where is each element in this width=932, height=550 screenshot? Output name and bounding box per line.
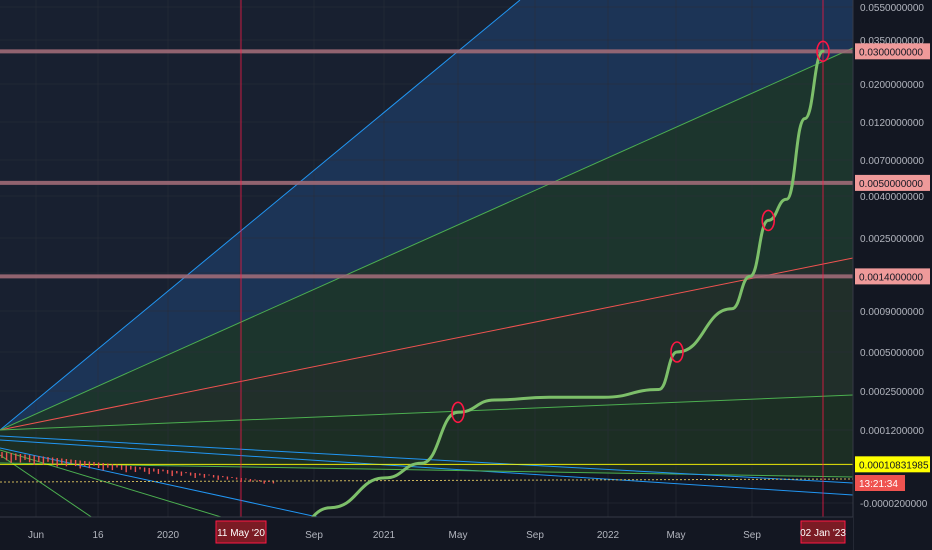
horizontal-levels	[0, 49, 853, 465]
projection-path	[290, 49, 825, 550]
fan-line-2	[0, 257, 854, 431]
time-marker-tag-label: 11 May '20	[217, 528, 265, 539]
highlight-points	[451, 40, 830, 424]
level-tag-label: 0.00010831985	[859, 460, 929, 471]
countdown-tag-bg	[855, 475, 905, 491]
time-tick-label: Jun	[28, 530, 44, 541]
time-tick-label: 16	[92, 530, 104, 541]
price-tick-label: -0.0000200000	[860, 499, 928, 510]
price-tick-label: 0.0120000000	[860, 118, 924, 129]
price-tick-label: 0.0025000000	[860, 234, 924, 245]
time-tick-label: 2021	[373, 530, 396, 541]
grid	[0, 0, 853, 517]
price-tick-label: 0.0040000000	[860, 192, 924, 203]
fan-fill-0	[0, 0, 853, 430]
level-tag-bg	[855, 174, 930, 191]
time-tick-label: Sep	[743, 530, 761, 541]
price-tick-label: 0.0001200000	[860, 426, 924, 437]
time-tick-label: Sep	[305, 530, 323, 541]
level-tag-bg	[855, 43, 930, 60]
time-tick-label: Sep	[526, 530, 544, 541]
lower-fan-line-0	[0, 439, 854, 496]
highlight-circle	[670, 341, 684, 363]
time-tick-label: 2020	[157, 530, 180, 541]
level-tag-label: 0.0050000000	[859, 179, 923, 190]
time-axis-bg	[0, 517, 853, 550]
time-marker-tag-label: 02 Jan '23	[800, 528, 846, 539]
fan-line-base-2	[0, 435, 854, 484]
price-tick-label: 0.0002500000	[860, 387, 924, 398]
time-marker-tag-bg	[800, 520, 846, 544]
price-tick-label: 0.0200000000	[860, 80, 924, 91]
price-tick-label: 0.0070000000	[860, 156, 924, 167]
projection-line	[290, 49, 825, 550]
time-markers	[240, 0, 824, 517]
fan-line-3	[0, 394, 854, 431]
dotted-base	[0, 478, 854, 483]
price-tick-label: 0.0009000000	[860, 307, 924, 318]
time-axis[interactable]: Jun162020MaySep2021MaySep2022MaySep2023	[0, 516, 853, 550]
time-tick-label: May	[449, 530, 468, 541]
highlight-circle	[816, 40, 830, 63]
fan-fill-3	[0, 395, 853, 477]
price-history	[1, 452, 275, 484]
countdown-label: 13:21:34	[859, 479, 898, 490]
time-tick-label: 2022	[597, 530, 620, 541]
price-tick-label: 0.0550000000	[860, 3, 924, 14]
price-tick-label: 0.0350000000	[860, 36, 924, 47]
level-tag-label: 0.0300000000	[859, 47, 923, 58]
level-tag-bg	[855, 268, 930, 285]
highlight-circle	[761, 209, 776, 232]
axis-tags: 0.0300000000 0.0050000000 0.0014000000 0.00…	[215, 43, 930, 544]
fan-line-0	[0, 0, 521, 431]
level-tag-label: 0.0014000000	[859, 272, 923, 283]
price-tick-label: 0.0005000000	[860, 348, 924, 359]
fan-line-1	[0, 47, 854, 431]
time-marker-tag-bg	[215, 520, 267, 544]
time-tick-label: May	[667, 530, 686, 541]
level-tag-bg	[855, 456, 930, 473]
highlight-circle	[451, 401, 465, 424]
